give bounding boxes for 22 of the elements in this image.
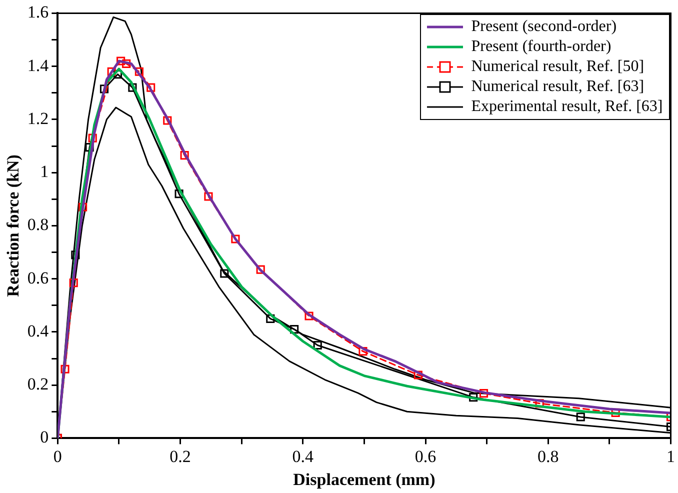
x-tick-label: 0: [53, 446, 62, 466]
x-tick-label: 0.6: [414, 446, 436, 466]
y-tick-label: 0.4: [27, 321, 50, 340]
y-tick-label: 0.6: [27, 268, 49, 288]
legend-label: Numerical result, Ref. [50]: [471, 57, 644, 78]
x-tick-label: 0.2: [170, 446, 191, 466]
y-tick-label: 0.8: [27, 215, 49, 234]
x-tick-label: 0.4: [292, 446, 314, 466]
y-axis-title: Reaction force (kN): [4, 154, 23, 297]
legend-label: Present (second-order): [471, 17, 617, 38]
x-tick-label: 1: [666, 446, 675, 466]
x-axis-title: Displacement (mm): [293, 470, 436, 490]
y-tick-label: 1: [40, 162, 49, 182]
legend-label: Experimental result, Ref. [63]: [471, 97, 663, 118]
y-tick-label: 1.2: [27, 108, 49, 128]
y-tick-label: 0: [40, 428, 49, 447]
y-tick-label: 1.4: [27, 56, 50, 75]
y-tick-label: 1.6: [27, 2, 49, 22]
x-tick-label: 0.8: [538, 446, 559, 466]
legend-label: Numerical result, Ref. [63]: [471, 77, 644, 98]
y-tick-label: 0.2: [27, 374, 49, 394]
legend-label: Present (fourth-order): [471, 37, 612, 58]
